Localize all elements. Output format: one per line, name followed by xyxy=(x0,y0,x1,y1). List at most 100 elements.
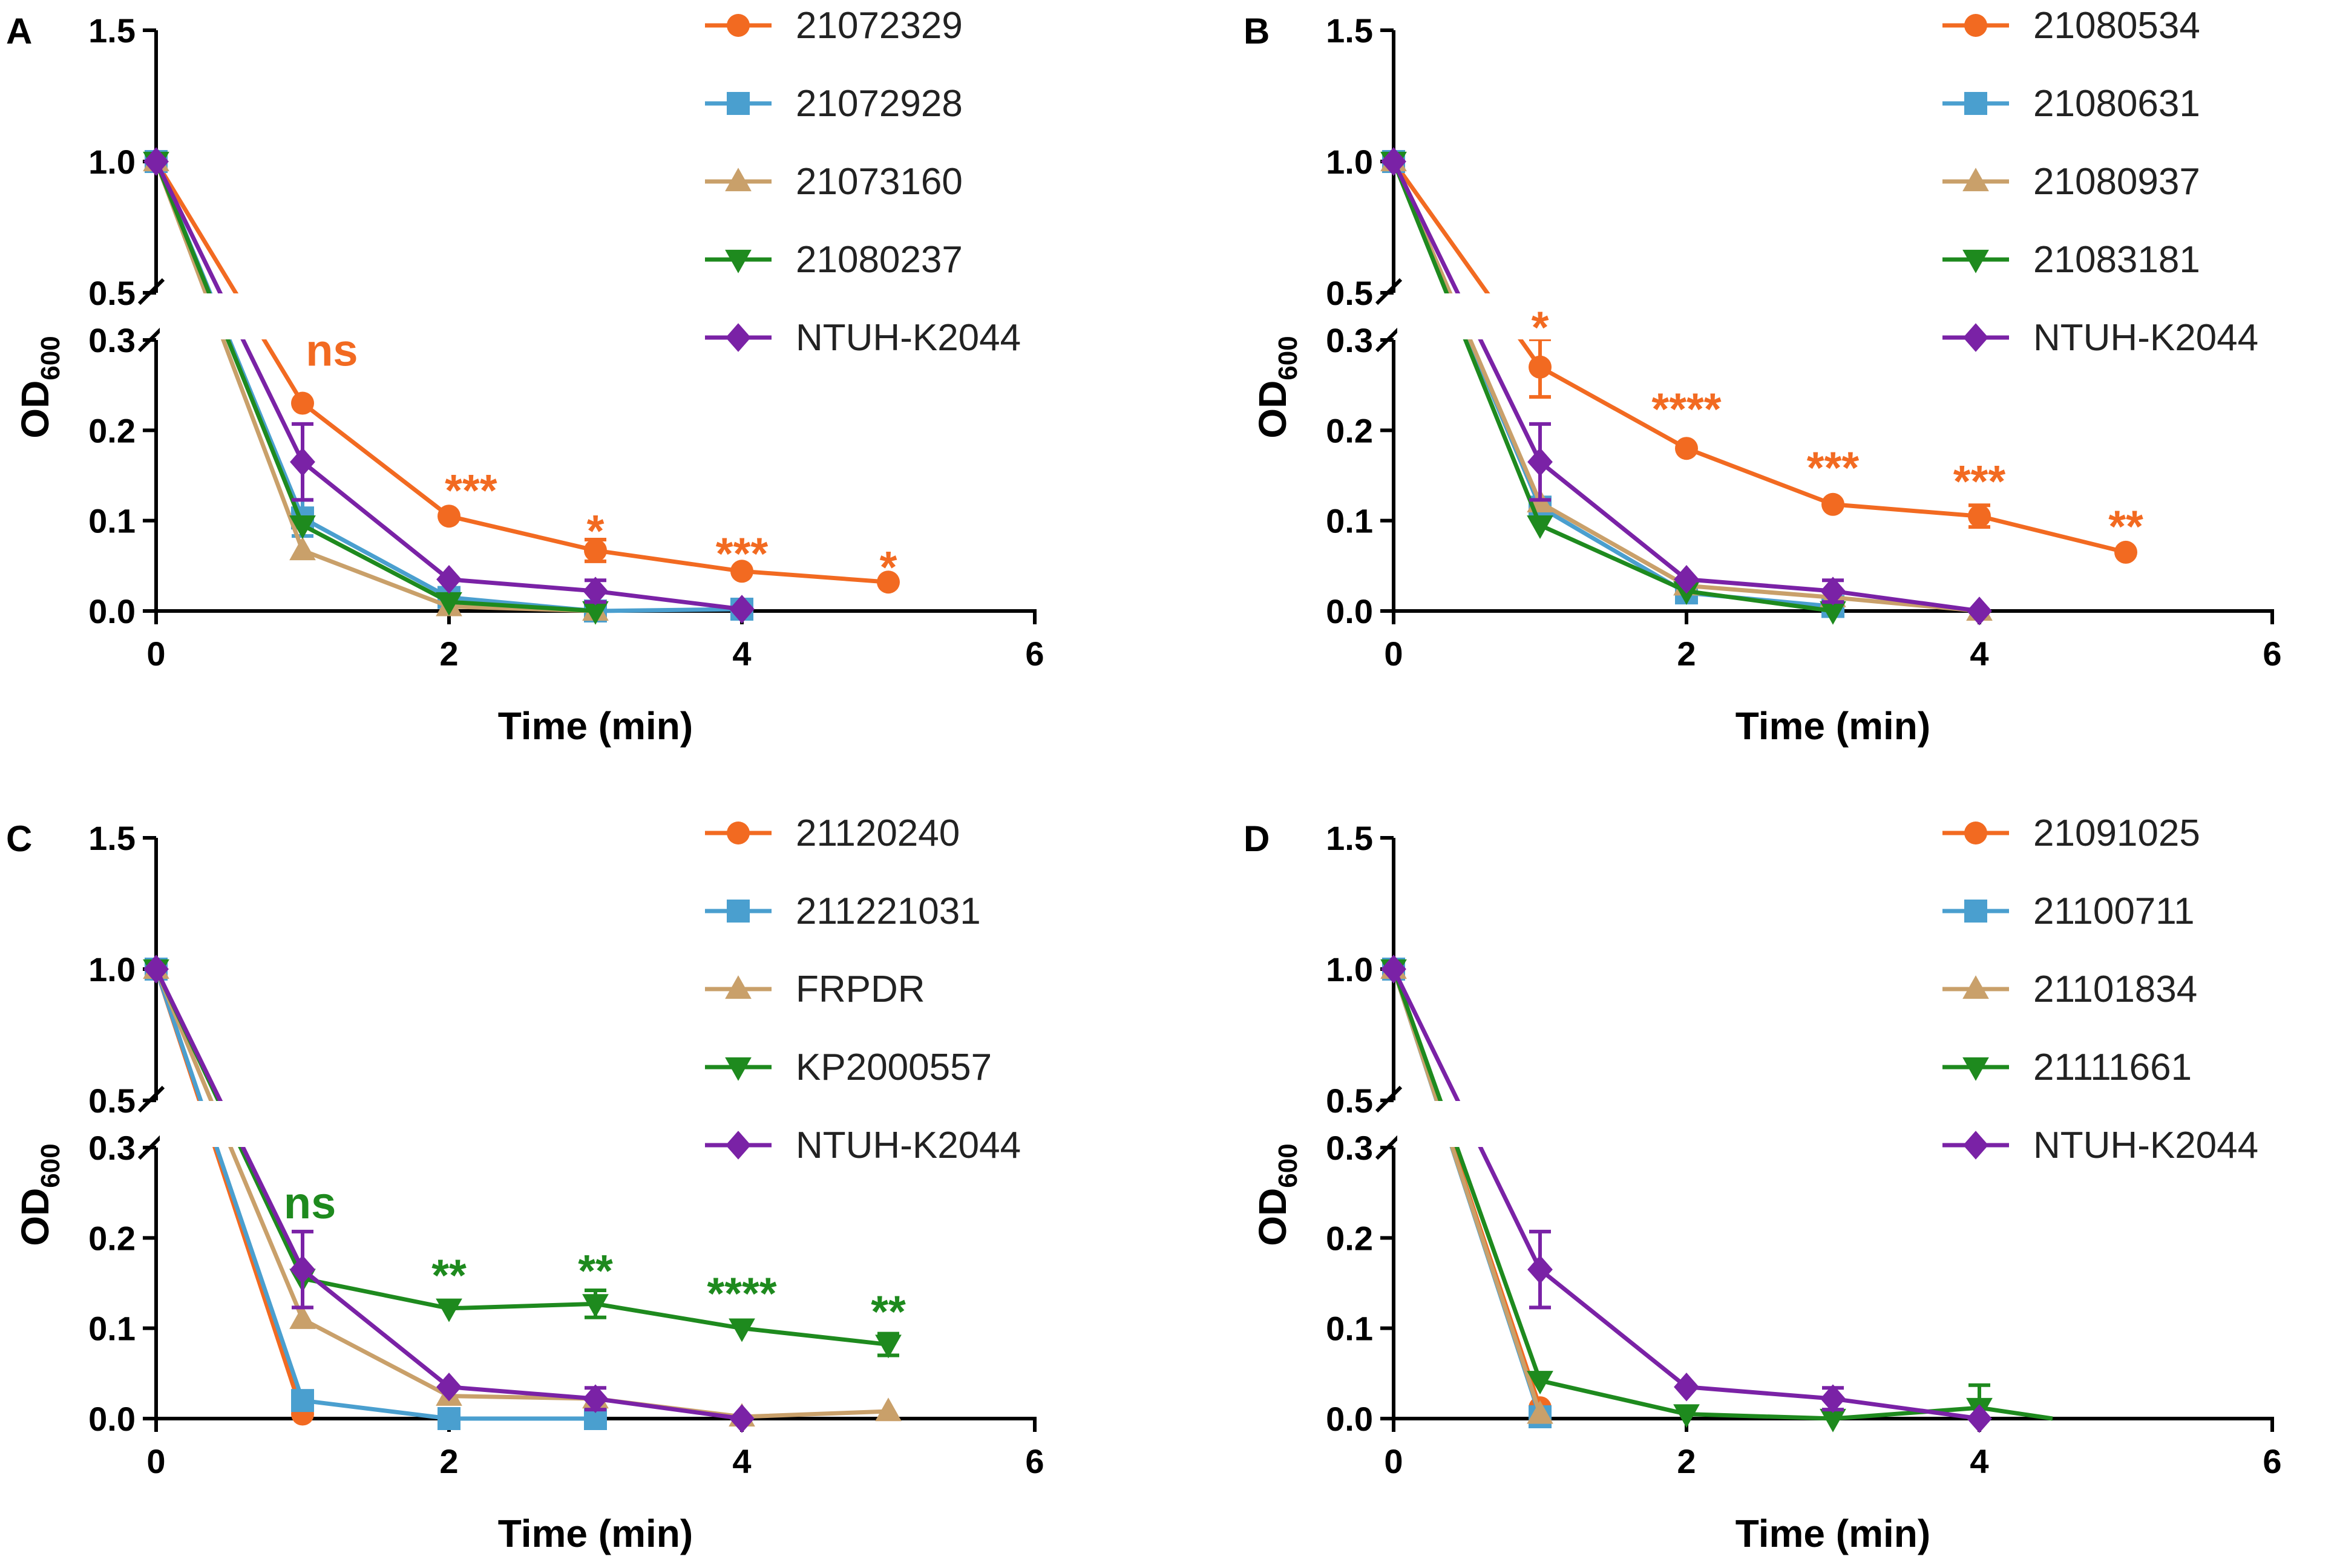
data-point xyxy=(438,505,461,528)
panel-letter: C xyxy=(6,818,32,859)
legend-label: NTUH-K2044 xyxy=(796,1125,1021,1166)
y-tick-label: 0.3 xyxy=(1326,321,1373,359)
data-point xyxy=(875,1397,902,1422)
y-axis-label-main: OD xyxy=(13,1188,57,1246)
panel-c: C 0.5 1.0 1.5 0.0 0.1 0.2 0.3 0 2 4 6 Time (min) OD60… xyxy=(6,812,1044,1555)
y-tick-label: 0.3 xyxy=(88,321,136,359)
legend-label: 21072928 xyxy=(796,83,963,125)
data-point xyxy=(1527,515,1553,539)
series-ntuh-k2044 xyxy=(143,147,755,624)
x-tick-label: 4 xyxy=(1970,1442,1988,1480)
significance-label: *** xyxy=(1807,443,1860,493)
panel-d: D 0.5 1.0 1.5 0.0 0.1 0.2 0.3 0 2 4 6 Time (min) OD60… xyxy=(1244,812,2282,1555)
x-tick-label: 6 xyxy=(1025,1442,1044,1480)
legend-label: NTUH-K2044 xyxy=(2033,317,2258,359)
y-tick-label: 0.2 xyxy=(1326,411,1373,449)
y-tick-label: 1.5 xyxy=(88,11,136,50)
legend-label: 21080534 xyxy=(2033,5,2200,47)
series-line xyxy=(1392,160,2126,555)
series-21080534 xyxy=(1382,150,2137,564)
data-point xyxy=(582,601,609,625)
y-tick-label: 0.3 xyxy=(88,1129,136,1167)
data-point xyxy=(1967,596,1992,626)
legend-item: 21080631 xyxy=(1942,83,2200,125)
y-axis-label: OD600 xyxy=(13,1143,65,1246)
data-point xyxy=(1673,1404,1700,1428)
significance-label: ** xyxy=(871,1286,906,1336)
x-tick-label: 2 xyxy=(1677,1442,1696,1480)
data-point xyxy=(436,1298,462,1322)
y-tick-label: 0.2 xyxy=(88,1219,136,1257)
panel-letter: A xyxy=(6,11,32,51)
x-tick-label: 4 xyxy=(732,635,751,673)
legend-item: 21072329 xyxy=(705,5,963,47)
y-tick-label: 1.0 xyxy=(1326,950,1373,988)
series-line xyxy=(154,160,596,613)
legend-label: 21091025 xyxy=(2033,812,2200,854)
legend-marker xyxy=(1962,168,1989,192)
legend-label: 211221031 xyxy=(796,890,981,932)
legend-marker xyxy=(1964,14,1987,37)
legend-marker xyxy=(727,822,750,844)
legend-label: 21101834 xyxy=(2033,969,2197,1010)
significance-label: ns xyxy=(284,1178,336,1228)
legend-item: NTUH-K2044 xyxy=(1942,317,2258,359)
data-point xyxy=(1821,492,1844,516)
legend-item: 21080937 xyxy=(1942,161,2200,203)
series-ntuh-k2044 xyxy=(1381,147,1992,626)
legend-item: 21120240 xyxy=(705,812,960,854)
axis-break-band xyxy=(1397,1101,1651,1147)
legend-item: NTUH-K2044 xyxy=(705,1125,1021,1166)
legend-label: FRPDR xyxy=(796,969,925,1010)
series-line xyxy=(154,160,596,613)
data-point xyxy=(1675,437,1698,460)
panel-b: B 0.5 1.0 1.5 0.0 0.1 0.2 0.3 0 2 4 6 Time (min) OD60… xyxy=(1244,5,2282,748)
y-tick-label: 0.5 xyxy=(88,1082,136,1120)
legend-item: 21100711 xyxy=(1942,890,2195,932)
data-point xyxy=(291,1389,314,1413)
data-point xyxy=(436,1372,462,1402)
data-point xyxy=(1381,147,1406,176)
legend-marker xyxy=(726,1131,751,1160)
data-point xyxy=(1527,1371,1553,1395)
legend-item: NTUH-K2044 xyxy=(1942,1125,2258,1166)
y-tick-label: 0.1 xyxy=(88,502,136,540)
x-axis-label: Time (min) xyxy=(1736,704,1930,748)
x-axis-label: Time (min) xyxy=(1736,1512,1930,1555)
y-tick-label: 0.1 xyxy=(88,1310,136,1348)
x-axis-label: Time (min) xyxy=(498,704,693,748)
x-tick-label: 4 xyxy=(732,1442,751,1480)
legend-item: 21083181 xyxy=(1942,239,2200,281)
data-point xyxy=(289,515,316,539)
data-point xyxy=(1967,1404,1992,1433)
data-point xyxy=(1529,355,1552,379)
legend: 21120240 211221031 FRPDR KP2000557 NTUH-K204… xyxy=(705,812,1021,1166)
data-point xyxy=(1527,1255,1553,1284)
x-tick-label: 0 xyxy=(146,1442,165,1480)
x-tick-label: 2 xyxy=(1677,635,1696,673)
series-line xyxy=(1391,160,1834,613)
axis-break-band xyxy=(160,1101,414,1147)
series-21080631 xyxy=(1382,150,1844,618)
y-tick-label: 1.5 xyxy=(1326,11,1373,50)
data-point xyxy=(1527,447,1553,477)
x-tick-label: 2 xyxy=(439,635,458,673)
series-line xyxy=(154,160,889,584)
data-point xyxy=(438,1407,461,1430)
y-axis-label: OD600 xyxy=(1251,1143,1303,1246)
significance-label: ** xyxy=(431,1250,467,1301)
y-axis-label-sub: 600 xyxy=(36,1143,65,1187)
x-tick-label: 0 xyxy=(1384,1442,1403,1480)
data-point xyxy=(289,537,316,561)
x-tick-label: 6 xyxy=(1025,635,1044,673)
data-point xyxy=(436,564,462,594)
legend-label: 21080937 xyxy=(2033,161,2200,203)
y-tick-label: 0.0 xyxy=(1326,1400,1373,1438)
series-line xyxy=(1391,160,1834,609)
legend-marker xyxy=(1964,92,1987,115)
legend-marker xyxy=(1964,822,1987,844)
series-frpdr xyxy=(143,955,902,1427)
series-kp2000557 xyxy=(143,959,902,1359)
legend-item: FRPDR xyxy=(705,969,925,1010)
y-tick-label: 1.5 xyxy=(88,819,136,857)
